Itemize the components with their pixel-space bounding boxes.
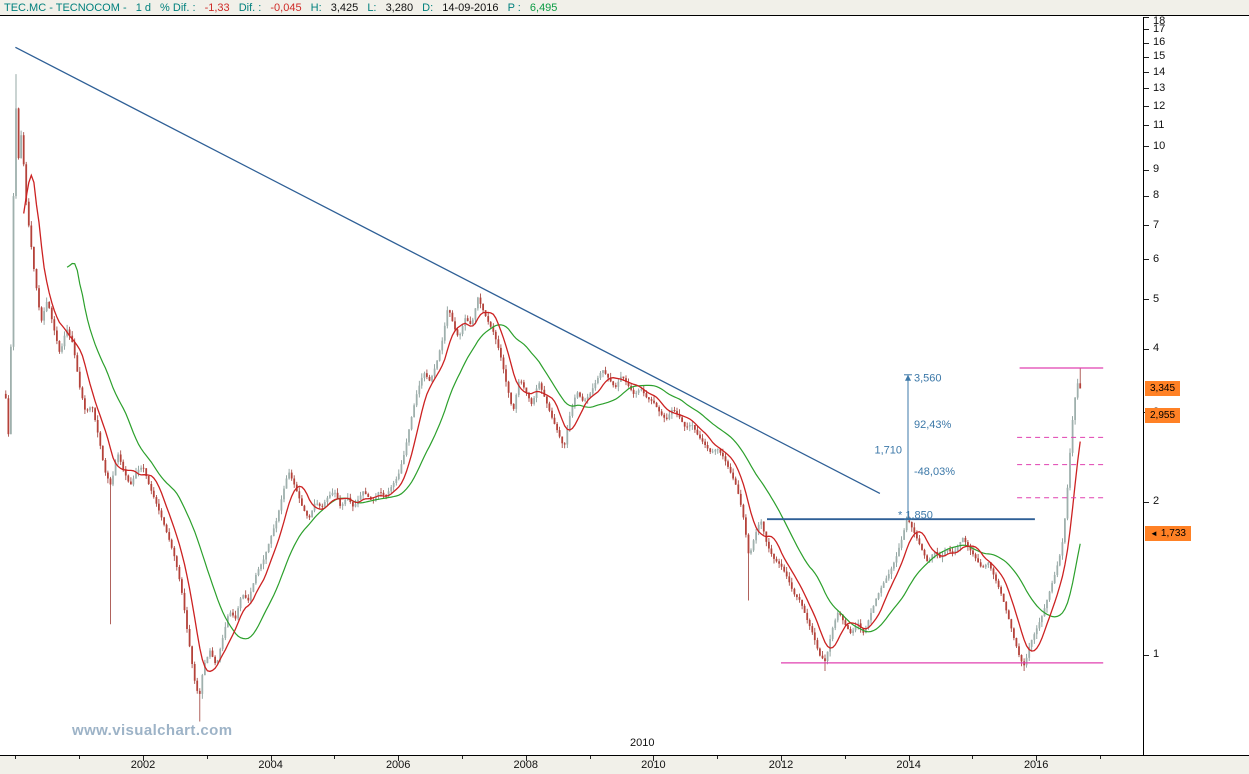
dif-label: Dif. : [238,2,262,14]
price-tick-label: 16 [1153,36,1166,49]
year-tick [717,756,719,759]
candlestick-series [4,74,1082,722]
price-marker: ◄ 1,733 [1145,526,1191,542]
price-chart-svg[interactable]: 3,560 92,43% 1,710 -48,03% * 1,850 [0,17,1143,755]
price-tick-label: 2 [1153,495,1160,507]
year-tick [15,756,17,759]
p-value: 6,495 [529,2,558,14]
price-tick [1144,42,1149,44]
price-tick [1144,29,1149,31]
price-tick-label: 8 [1153,189,1160,202]
year-tick [462,756,463,759]
down-trendline[interactable] [15,46,881,494]
price-tick [1144,259,1149,261]
price-tick [1144,299,1149,301]
left-arrow-icon: ◄ [1150,529,1158,539]
year-label: 2002 [130,759,156,771]
price-tick [1144,88,1149,90]
price-tick-label: 12 [1153,99,1166,112]
measure-label-2: 1,710 [874,444,902,456]
year-label: 2016 [1023,759,1049,771]
year-tick [398,756,400,761]
pct-dif-label: % Dif. : [160,2,196,14]
price-tick-label: 18 [1153,15,1166,27]
slow-ma-line [66,262,1081,640]
year-tick [206,756,208,759]
date-value: 14-09-2016 [442,2,499,14]
low-label: L: [367,2,377,14]
pct-dif-value: -1,33 [204,2,230,14]
price-tick-label: 7 [1153,218,1160,231]
year-tick [1036,756,1038,761]
year-label: 2006 [385,759,411,771]
year-tick [781,756,782,761]
price-tick-label: 9 [1153,163,1160,176]
price-tick-label: 13 [1153,81,1166,94]
price-tick-label: 6 [1153,252,1160,265]
price-marker: 2,955 [1145,408,1181,424]
measure-label-3: -48,03% [914,466,955,478]
price-tick [1144,195,1149,197]
price-tick-label: 5 [1153,292,1160,305]
price-tick-label: 15 [1153,50,1166,63]
price-axis[interactable]: 1817161514131211109876543213,3452,955◄1,… [1143,15,1249,755]
high-value: 3,425 [330,2,359,14]
price-tick [1144,225,1149,226]
price-tick [1144,501,1149,503]
year-label: 2004 [258,759,283,771]
price-tick [1144,106,1149,108]
measure-tool[interactable]: 3,560 92,43% 1,710 -48,03% * 1,850 [874,372,955,521]
year-tick [525,756,527,761]
decade-label: 2010 [630,737,655,749]
low-value: 3,280 [385,2,414,14]
price-tick-label: 4 [1153,342,1160,354]
chart-area[interactable]: 3,560 92,43% 1,710 -48,03% * 1,850 www.visua… [0,17,1143,755]
time-axis[interactable]: 2002 2004 2006 2008 2010 2012 2014 2016 [0,755,1249,774]
year-tick [143,756,144,761]
price-tick-label: 11 [1153,118,1165,131]
price-tick [1144,146,1149,148]
high-label: H: [310,2,322,14]
year-tick [972,756,974,759]
dif-value: -0,045 [270,2,302,14]
watermark: www.visualchart.com [72,722,233,739]
year-tick [79,756,81,759]
quote-header: TEC.MC - TECNOCOM - 1 d % Dif. : -1,33 D… [0,0,1249,16]
price-marker: 3,345 [1145,381,1181,396]
year-tick [844,756,846,759]
year-tick [270,756,272,761]
price-tick-label: 10 [1153,139,1166,152]
year-tick [1100,756,1101,759]
price-tick [1144,348,1149,350]
year-tick [334,756,336,759]
year-tick [908,756,910,761]
year-label: 2014 [896,759,921,771]
interval-label: 1 d [135,2,151,14]
measure-label-1: 92,43% [914,419,952,431]
year-label: 2012 [768,759,794,771]
price-tick-label: 1 [1153,648,1160,660]
symbol-title: TEC.MC - TECNOCOM - [4,2,127,14]
year-label: 2010 [641,759,666,771]
price-tick [1144,169,1149,171]
price-tick [1144,72,1149,74]
year-label: 2008 [513,759,539,771]
measure-label-0: 3,560 [914,372,942,384]
fast-ma-line [23,173,1081,673]
p-label: P : [507,2,521,14]
date-label: D: [422,2,434,14]
price-tick-label: 17 [1153,22,1166,35]
measure-label-4: * 1,850 [898,510,933,522]
price-tick-label: 14 [1153,65,1166,78]
price-tick [1144,654,1149,656]
price-tick [1144,17,1149,18]
year-tick [653,756,655,761]
price-tick [1144,56,1149,58]
price-tick [1144,125,1149,127]
year-tick [589,756,591,759]
